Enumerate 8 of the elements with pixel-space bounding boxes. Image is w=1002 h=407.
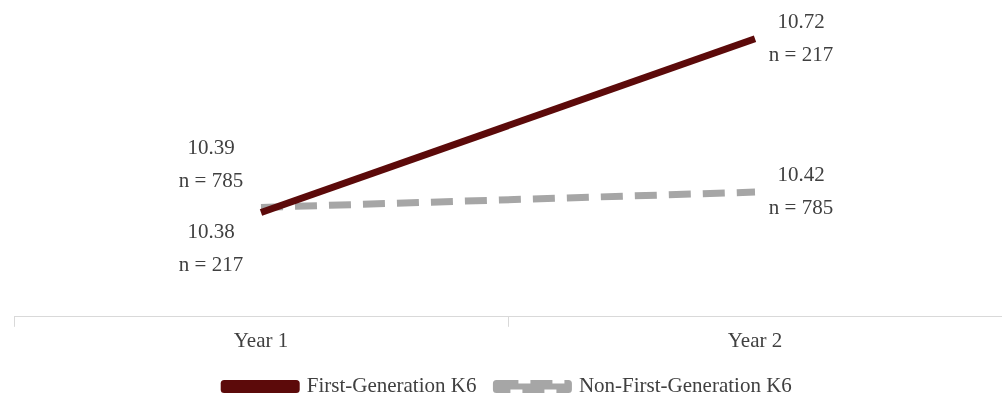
data-label: 10.42 n = 785 <box>768 162 834 220</box>
data-label: 10.72 n = 217 <box>768 8 834 66</box>
data-label: 10.39 n = 785 <box>178 134 244 192</box>
data-label: 10.38 n = 217 <box>178 219 244 277</box>
legend-label: Non-First-Generation K6 <box>578 373 792 398</box>
x-tick-label: Year 1 <box>233 327 289 352</box>
x-tick-label: Year 2 <box>727 327 783 352</box>
legend-label: First-Generation K6 <box>306 373 477 398</box>
